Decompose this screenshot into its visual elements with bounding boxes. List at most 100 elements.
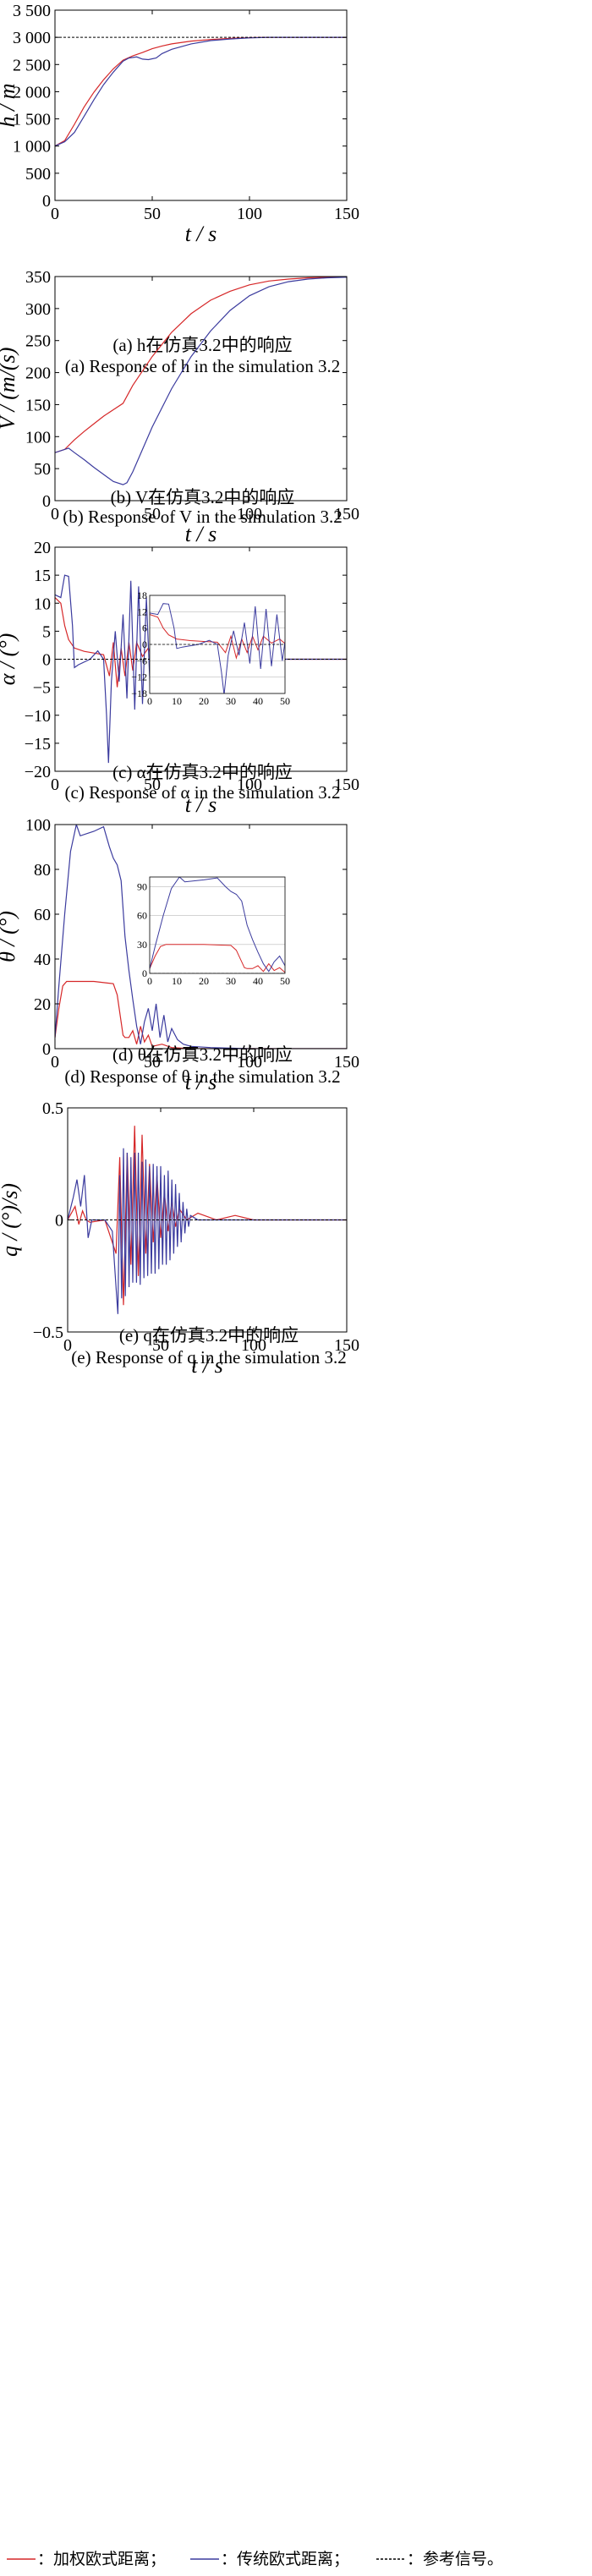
caption-en: (d) Response of θ in the simulation 3.2 [64,1066,340,1087]
caption-en: (b) Response of V in the simulation 3.2 [63,507,343,527]
x-tick-label: 0 [51,776,59,794]
y-tick-label: 3 000 [13,29,51,47]
series-group [55,277,347,485]
x-tick-label: 0 [51,1053,59,1072]
inset-x-tick-label: 30 [226,975,236,987]
x-axis-label: t / s [185,792,217,817]
y-tick-label: 0.5 [42,1099,63,1118]
inset-series-group [150,603,285,693]
series-line-weighted [55,277,347,453]
series-line-traditional [55,825,347,1049]
x-axis-label: t / s [191,1353,223,1378]
x-tick-label: 150 [334,1336,359,1355]
plot-frame [54,824,348,1050]
inset-series-line-traditional [150,603,285,693]
x-tick-label: 100 [237,1053,262,1072]
y-axis-label: α / (°) [0,633,19,686]
inset-series-line-weighted [150,614,285,660]
x-tick-label: 50 [144,1053,161,1072]
y-tick-label: 300 [25,300,51,319]
x-axis-label: t / s [185,522,217,546]
y-tick-label: 80 [34,861,51,880]
x-axis-label: t / s [185,222,217,246]
y-tick-label: −20 [25,763,51,781]
x-tick-label: 100 [237,776,262,794]
inset-y-tick-label: 18 [137,589,147,601]
x-tick-label: 0 [51,205,59,223]
inset-x-tick-label: 0 [147,975,152,987]
x-tick-label: 150 [334,1053,359,1072]
caption-cn: (c) α在仿真3.2中的响应 [112,762,293,782]
x-tick-label: 100 [237,205,262,223]
y-tick-label: 0 [55,1212,63,1230]
y-tick-label: 250 [25,332,51,351]
y-tick-label: 200 [25,364,51,383]
inset-series-group [150,877,285,973]
y-axis-label: q / (°)/s) [0,1183,22,1257]
inset-y-tick-label: 30 [137,939,147,951]
x-tick-label: 50 [144,505,161,523]
inset-x-tick-label: 20 [199,975,209,987]
x-tick-label: 150 [334,776,359,794]
inset-frame [149,876,286,974]
y-tick-label: 350 [25,268,51,287]
caption-cn: (b) V在仿真3.2中的响应 [111,487,295,507]
series-line-traditional [68,1148,347,1314]
inset-y-tick-label: 90 [137,880,147,892]
legend-label-weighted: ：加权欧式距离； [37,2550,166,2568]
y-tick-label: 20 [34,539,51,557]
y-tick-label: 0 [42,651,51,670]
y-tick-label: −15 [25,735,51,754]
y-axis-label: h / m [0,84,19,128]
x-tick-label: 0 [63,1336,72,1355]
y-tick-label: 10 [34,595,51,613]
inset-frame [149,595,286,694]
y-tick-label: 500 [25,165,51,184]
inset-x-tick-label: 40 [253,975,263,987]
x-tick-label: 100 [237,505,262,523]
inset-theta: 0 10 20 30 40 50 0 30 60 90 [137,876,290,987]
x-tick-label: 0 [51,505,59,523]
caption-en: (e) Response of q in the simulation 3.2 [71,1347,346,1367]
chart-h: 0 50 100 150 0 500 1 000 1 500 2 000 2 500 3 000 3 … [0,2,359,376]
x-tick-label: 100 [241,1336,266,1355]
legend: ：加权欧式距离； ：传统欧式距离； ：参考信号。 [7,2550,503,2568]
legend-label-traditional: ：传统欧式距离； [221,2550,349,2568]
inset-background [150,877,285,973]
legend-label-reference: ：参考信号。 [407,2550,503,2568]
x-tick-label: 50 [144,776,161,794]
inset-y-tick-label: −6 [136,655,147,666]
x-tick-label: 150 [334,205,359,223]
plot-frame [54,9,348,201]
y-tick-label: 100 [25,816,51,835]
inset-x-tick-label: 50 [280,695,290,707]
inset-series-line-weighted [150,944,285,973]
y-tick-label: 0 [42,1040,51,1059]
inset-y-tick-label: 0 [142,639,147,650]
y-tick-label: −10 [25,707,51,726]
y-tick-label: 1 000 [13,138,51,156]
series-line-traditional [55,277,347,485]
y-tick-label: 0 [42,492,51,511]
x-tick-label: 50 [144,205,161,223]
x-tick-label: 150 [334,505,359,523]
y-tick-label: 40 [34,951,51,969]
y-tick-label: 50 [34,460,51,479]
series-line-weighted [55,980,347,1049]
inset-y-tick-label: 12 [137,606,147,617]
series-group [55,36,347,147]
inset-y-tick-label: −12 [131,671,147,683]
inset-x-tick-label: 40 [253,695,263,707]
series-group [68,1126,347,1314]
y-tick-label: 1 500 [13,111,51,129]
caption-cn: (d) θ在仿真3.2中的响应 [112,1044,293,1065]
y-tick-label: 15 [34,567,51,585]
y-tick-label: 2 000 [13,83,51,101]
y-axis-label: V / (m/(s) [0,348,19,430]
y-tick-label: 60 [34,906,51,924]
caption-cn: (a) h在仿真3.2中的响应 [112,335,292,355]
